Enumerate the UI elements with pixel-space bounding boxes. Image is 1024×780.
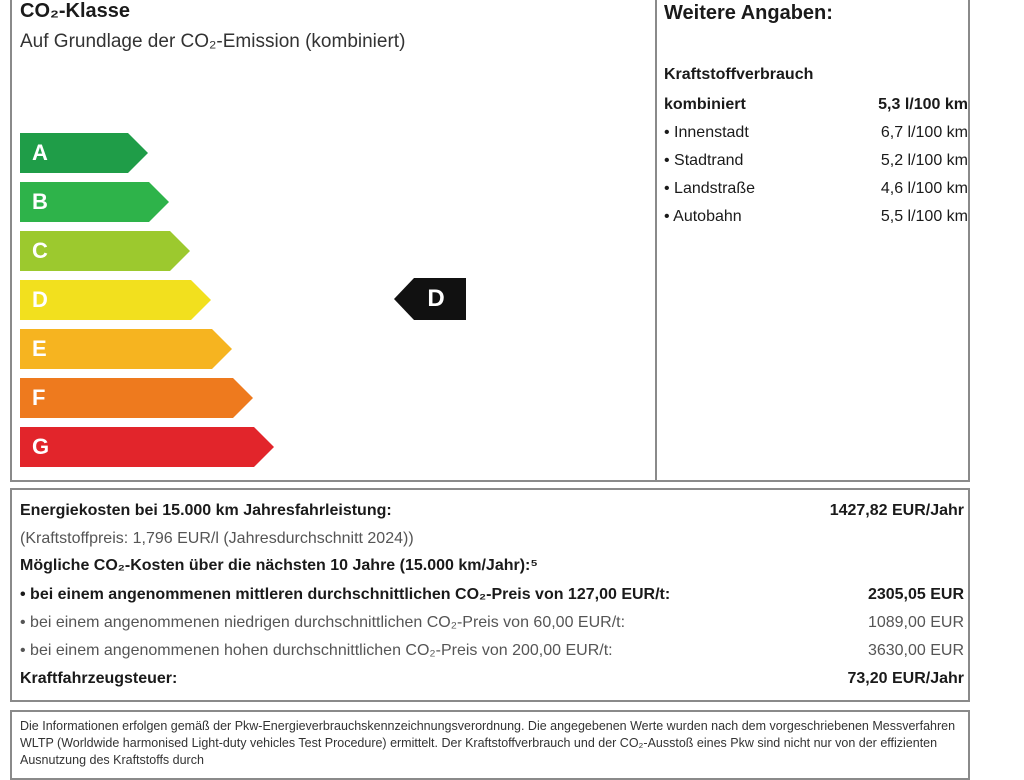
co2-cost-heading: Mögliche CO₂-Kosten über die nächsten 10…: [20, 557, 964, 575]
fuel-row-label: • Stadtrand: [664, 152, 744, 169]
class-bar-b: B: [20, 182, 169, 222]
costs-panel: Energiekosten bei 15.000 km Jahresfahrle…: [10, 488, 970, 702]
co2-cost-row: • bei einem angenommenen mittleren durch…: [20, 586, 964, 604]
fuel-row-value: 5,5 l/100 km: [880, 208, 968, 225]
fuel-row-label: • Landstraße: [664, 180, 755, 197]
vehicle-tax-label: Kraftfahrzeugsteuer:: [20, 670, 178, 687]
class-bar-d: D: [20, 280, 211, 320]
legal-notice-panel: Die Informationen erfolgen gemäß der Pkw…: [10, 710, 970, 780]
legal-notice-text: Die Informationen erfolgen gemäß der Pkw…: [20, 719, 956, 767]
fuel-row-value: 6,7 l/100 km: [880, 124, 968, 141]
fuel-price-text: (Kraftstoffpreis: 1,796 EUR/l (Jahresdur…: [20, 530, 414, 547]
class-bar-c: C: [20, 231, 190, 271]
fuel-row-label: • Innenstadt: [664, 124, 749, 141]
vehicle-tax-value: 73,20 EUR/Jahr: [847, 670, 964, 687]
details-panel: Weitere Angaben: Kraftstoffverbrauch kom…: [664, 0, 968, 480]
fuel-row-value: 5,3 l/100 km: [878, 96, 968, 113]
fuel-row-label: • Autobahn: [664, 208, 742, 225]
co2-class-title: CO₂-Klasse: [20, 0, 131, 22]
co2-class-subtitle: Auf Grundlage der CO₂-Emission (kombinie…: [20, 31, 406, 52]
co2-cost-value: 2305,05 EUR: [867, 586, 964, 603]
fuel-consumption-heading: Kraftstoffverbrauch: [664, 66, 814, 83]
co2-cost-label: • bei einem angenommenen hohen durchschn…: [20, 642, 613, 659]
co2-label-panel: CO₂-Klasse Auf Grundlage der CO₂-Emissio…: [10, 0, 970, 482]
current-class-marker: D: [394, 278, 466, 320]
fuel-row: kombiniert 5,3 l/100 km: [664, 96, 968, 114]
fuel-row: • Stadtrand 5,2 l/100 km: [664, 152, 968, 170]
fuel-row: • Autobahn 5,5 l/100 km: [664, 208, 968, 226]
co2-cost-value: 1089,00 EUR: [867, 614, 964, 631]
fuel-row: • Innenstadt 6,7 l/100 km: [664, 124, 968, 142]
fuel-row-value: 4,6 l/100 km: [880, 180, 968, 197]
fuel-price-row: (Kraftstoffpreis: 1,796 EUR/l (Jahresdur…: [20, 530, 964, 548]
class-bar-g: G: [20, 427, 274, 467]
co2-cost-label: • bei einem angenommenen mittleren durch…: [20, 586, 671, 603]
energy-cost-value: 1427,82 EUR/Jahr: [829, 502, 964, 519]
fuel-row-value: 5,2 l/100 km: [880, 152, 968, 169]
details-title: Weitere Angaben:: [664, 2, 833, 24]
fuel-row-label: kombiniert: [664, 96, 746, 113]
fuel-row: • Landstraße 4,6 l/100 km: [664, 180, 968, 198]
class-bar-a: A: [20, 133, 148, 173]
co2-cost-heading-text: Mögliche CO₂-Kosten über die nächsten 10…: [20, 557, 538, 574]
class-bar-f: F: [20, 378, 253, 418]
divider: [655, 0, 657, 480]
co2-cost-label: • bei einem angenommenen niedrigen durch…: [20, 614, 626, 631]
class-bar-e: E: [20, 329, 232, 369]
vehicle-tax-row: Kraftfahrzeugsteuer: 73,20 EUR/Jahr: [20, 670, 964, 688]
co2-cost-row: • bei einem angenommenen niedrigen durch…: [20, 614, 964, 632]
co2-cost-value: 3630,00 EUR: [867, 642, 964, 659]
energy-cost-row: Energiekosten bei 15.000 km Jahresfahrle…: [20, 502, 964, 520]
energy-cost-label: Energiekosten bei 15.000 km Jahresfahrle…: [20, 502, 392, 519]
co2-cost-row: • bei einem angenommenen hohen durchschn…: [20, 642, 964, 660]
